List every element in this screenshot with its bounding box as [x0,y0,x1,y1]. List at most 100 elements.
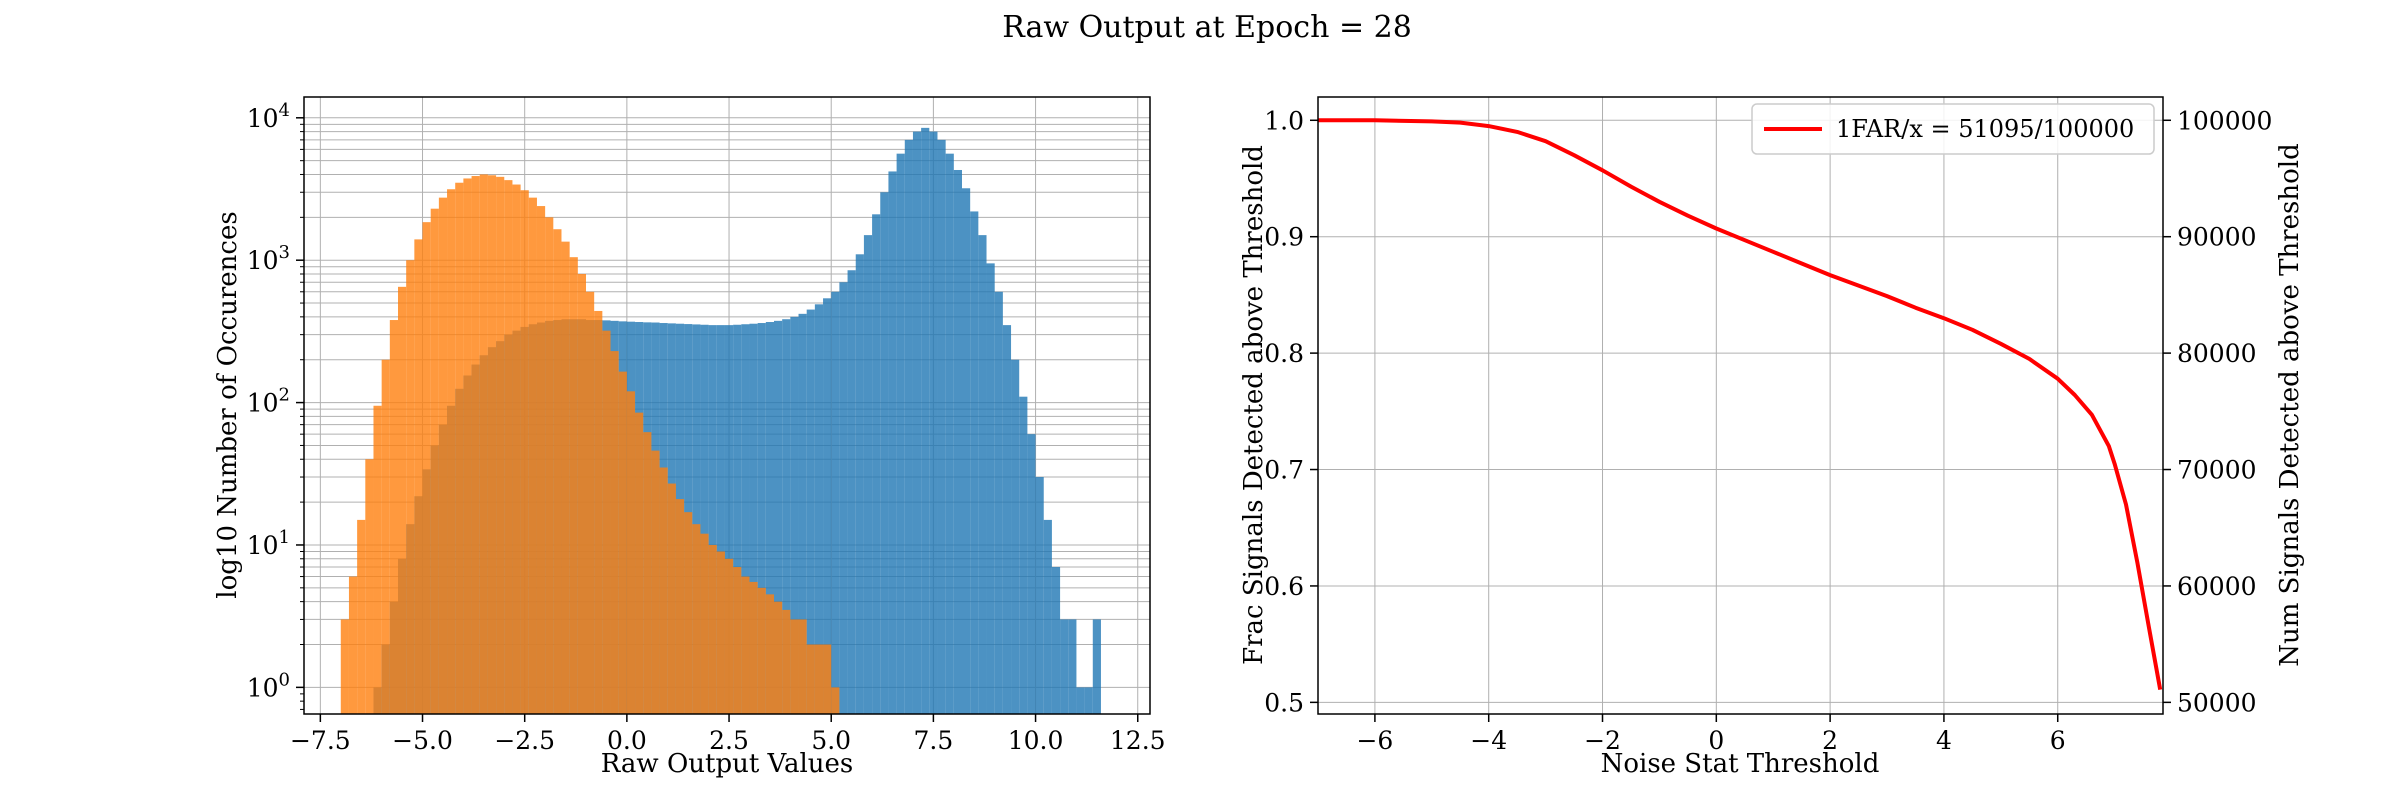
histogram-y-tick-label: 101 [247,527,290,560]
histogram-bar [708,325,717,714]
series-line [1318,118,2163,690]
histogram-bar [651,450,660,714]
histogram-bar [643,432,652,714]
histogram-bar [847,270,856,714]
histogram-bar [389,320,398,714]
histogram-bar [520,190,529,714]
histogram-bar [929,131,938,714]
histogram-bar [422,222,431,714]
histogram-bar [381,359,390,714]
histogram-bar [757,587,766,714]
histogram-bar [545,217,554,714]
histogram-bar [1011,359,1020,714]
histogram-y-tick-label: 104 [247,100,290,133]
histogram-bar [447,189,456,715]
histogram-bar [806,644,815,714]
histogram-bar [528,197,537,715]
histogram-bar [757,323,766,714]
histogram-bar [512,184,521,714]
histogram-bar [569,257,578,714]
histogram-bar [455,182,464,714]
threshold-x-tick-label: −6 [1356,726,1393,755]
histogram-bar [937,139,946,714]
threshold-x-tick-label: 6 [2050,726,2066,755]
histogram-bar [398,286,407,714]
histogram-bar [610,351,619,714]
histogram-bar [978,235,987,714]
histogram-y-ticks: 100 101 102 103 104 [247,100,304,710]
threshold-y-tick-label: 0.6 [1264,572,1304,601]
histogram-bar [904,139,913,714]
histogram-bar [496,176,505,714]
histogram-bar [1084,687,1093,714]
histogram-bar [700,324,709,714]
threshold-x-tick-label: 2 [1822,726,1838,755]
histogram-bar [675,499,685,714]
histogram-bar [814,644,824,714]
histogram-bar [487,175,497,714]
histogram-y-label: log10 Number of Occurences [213,211,243,598]
histogram-bar [831,291,840,714]
threshold-right-y-tick-label: 80000 [2177,339,2257,368]
histogram-bar [716,551,725,714]
histogram-bar [438,197,448,715]
legend: 1FAR/x = 51095/100000 [1751,103,2155,155]
histogram-bar [684,512,693,714]
histogram-bar [1035,477,1044,714]
histogram-bar [1043,519,1052,714]
histogram-bar [708,544,717,714]
histogram-bar [888,171,897,715]
histogram-bar [765,322,774,714]
threshold-y-tick-label: 1.0 [1264,106,1304,135]
histogram-bar [414,239,423,714]
threshold-y-label: Frac Signals Detected above Threshold [1239,145,1269,665]
histogram-bar [921,127,930,715]
histogram-bar [479,174,488,714]
threshold-frame [1317,96,2164,715]
histogram-bar [659,467,668,714]
threshold-right-y-tick-label: 70000 [2177,456,2257,485]
histogram-x-ticks: −7.5 −5.0 −2.5 0.0 2.5 5.0 7.5 10.0 12.5 [290,714,1166,755]
histogram-bar [348,576,358,714]
histogram-bar [782,609,791,714]
histogram-bar [749,581,758,714]
histogram-bar [586,291,595,714]
threshold-panel: −6 −4 −2 0 2 4 6 0.5 0.6 0.7 0.8 0.9 1.0 50000 60000… [1239,96,2305,779]
histogram-bar [872,214,881,715]
histogram-bar [618,371,627,714]
histogram-bar [790,619,799,714]
threshold-x-tick-label: 0 [1708,726,1724,755]
histogram-x-tick-label: 12.5 [1110,726,1166,755]
threshold-y-ticks: 0.5 0.6 0.7 0.8 0.9 1.0 [1264,106,1318,717]
histogram-bar [953,169,962,715]
histogram-x-tick-label: −7.5 [290,726,351,755]
histogram-bar [692,524,701,714]
histogram-bar [724,325,734,714]
histogram-bar [365,459,374,714]
histogram-bar [994,291,1003,714]
histogram-x-label: Raw Output Values [601,749,853,779]
histogram-bar [700,533,709,714]
histogram-bar [471,176,480,714]
histogram-panel: −7.5 −5.0 −2.5 0.0 2.5 5.0 7.5 10.0 12.5 1001011… [213,96,1166,779]
threshold-x-ticks: −6 −4 −2 0 2 4 6 [1356,714,2066,755]
threshold-right-y-tick-label: 60000 [2177,572,2257,601]
histogram-bar [373,405,382,714]
histogram-bar [896,153,905,714]
histogram-bar [962,188,971,714]
histogram-bar [806,309,815,714]
histogram-bar [814,304,824,714]
histogram-bar [749,323,758,714]
histogram-bar [733,567,742,714]
histogram-bar [970,211,979,714]
threshold-x-label: Noise Stat Threshold [1601,749,1880,779]
threshold-right-y-label: Num Signals Detected above Threshold [2275,143,2305,666]
histogram-bar [1092,619,1101,714]
histogram-bar [765,594,774,714]
threshold-grid [1318,97,2163,714]
threshold-right-y-tick-label: 90000 [2177,223,2257,252]
figure-title: Raw Output at Epoch = 28 [1002,10,1412,45]
histogram-bar [602,330,611,714]
histogram-bar [692,324,701,714]
